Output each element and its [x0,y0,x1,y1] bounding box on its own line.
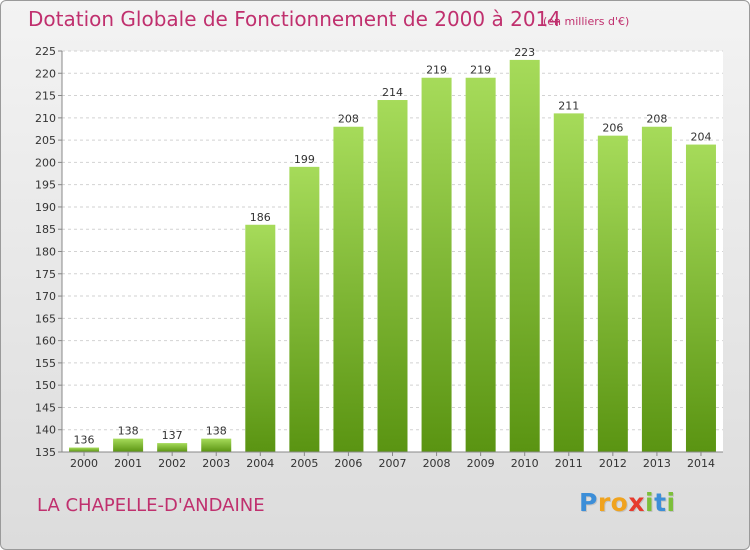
logo-letter: i [666,488,676,517]
x-tick-label: 2004 [246,457,274,470]
y-axis-ticks: 135 140 145 150 155 160 165 170 175 180 185 190 195 2… [35,45,62,459]
y-tick-label: 200 [35,156,56,169]
value-label: 219 [426,64,447,77]
value-label: 206 [602,122,623,135]
y-tick-label: 220 [35,67,56,80]
logo-letter: i [645,488,655,517]
x-axis-ticks: 2000 2001 2002 2003 2004 2005 2006 2007 2008 2009… [70,452,715,470]
bar-2011 [553,113,584,452]
value-label: 137 [162,429,183,442]
logo-letter: P [579,488,598,517]
y-tick-label: 165 [35,312,56,325]
y-tick-label: 145 [35,401,56,414]
x-tick-label: 2006 [334,457,362,470]
x-tick-label: 2003 [202,457,230,470]
x-tick-label: 2010 [511,457,539,470]
bar-2008 [421,77,452,452]
y-tick-label: 225 [35,45,56,58]
x-tick-label: 2009 [467,457,495,470]
value-label: 211 [558,99,579,112]
y-tick-label: 205 [35,134,56,147]
proxiti-logo: Proxiti [579,488,676,517]
bar-2001 [113,438,144,452]
y-tick-label: 185 [35,223,56,236]
bar-2010 [509,59,540,453]
value-label: 208 [338,113,359,126]
bar-2000 [69,447,100,452]
y-tick-label: 140 [35,424,56,437]
x-tick-label: 2013 [643,457,671,470]
y-tick-label: 155 [35,357,56,370]
value-label: 219 [470,64,491,77]
x-tick-label: 2008 [423,457,451,470]
bar-2013 [641,126,672,452]
value-label: 138 [206,425,227,438]
bar-2009 [465,77,496,452]
x-tick-label: 2014 [687,457,715,470]
logo-letter: o [610,488,629,517]
value-label: 138 [118,425,139,438]
bar-2003 [201,438,232,452]
bar-2002 [157,443,188,452]
x-tick-label: 2001 [114,457,142,470]
y-tick-label: 160 [35,335,56,348]
x-tick-label: 2002 [158,457,186,470]
value-label: 186 [250,211,271,224]
bar-2007 [377,100,408,452]
commune-name: LA CHAPELLE-D'ANDAINE [37,495,265,516]
bar-2012 [597,135,628,452]
value-label: 136 [74,434,95,447]
bar-2005 [289,166,320,452]
y-tick-label: 175 [35,268,56,281]
y-tick-label: 180 [35,246,56,259]
y-tick-label: 170 [35,290,56,303]
bar-2006 [333,126,364,452]
y-tick-label: 195 [35,179,56,192]
bar-2004 [245,224,276,452]
x-tick-label: 2000 [70,457,98,470]
y-tick-label: 210 [35,112,56,125]
chart-title: Dotation Globale de Fonctionnement de 20… [28,7,561,31]
x-tick-label: 2011 [555,457,583,470]
y-tick-label: 190 [35,201,56,214]
x-tick-label: 2012 [599,457,627,470]
bars: 136 138 137 138 186 199 208 214 219 219 223 211 206 2… [69,46,716,453]
value-label: 223 [514,46,535,59]
value-label: 214 [382,86,403,99]
x-tick-label: 2007 [379,457,407,470]
unit-note: (en milliers d'€) [543,15,630,28]
x-tick-label: 2005 [290,457,318,470]
value-label: 204 [690,131,711,144]
bar-2014 [685,144,716,453]
y-tick-label: 135 [35,446,56,459]
value-label: 208 [646,113,667,126]
value-label: 199 [294,153,315,166]
logo-letter: t [654,488,667,517]
logo-letter: x [628,488,645,517]
y-tick-label: 150 [35,379,56,392]
y-tick-label: 215 [35,90,56,103]
logo-letter: r [597,488,611,517]
